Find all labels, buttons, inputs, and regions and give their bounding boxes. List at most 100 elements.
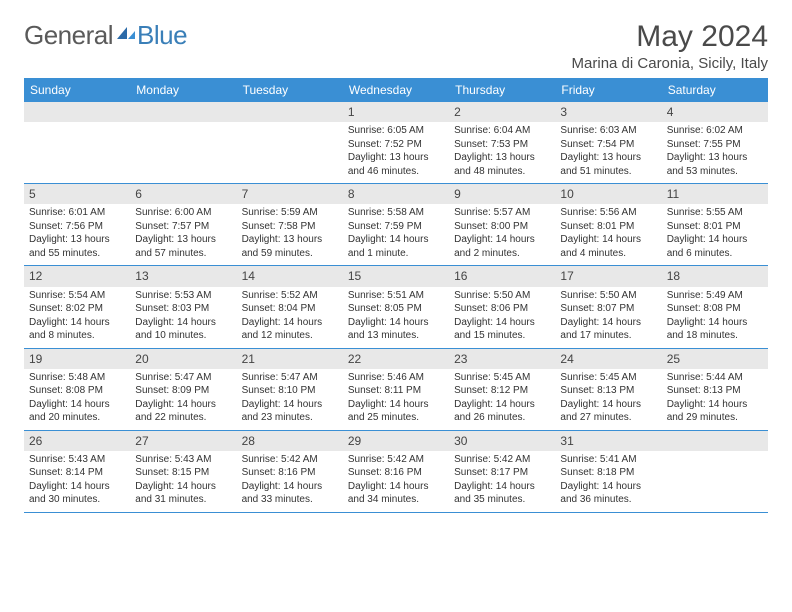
daylight-line-2: and 51 minutes.	[560, 165, 656, 179]
sunrise-line: Sunrise: 5:42 AM	[348, 453, 444, 467]
week-row: 12Sunrise: 5:54 AMSunset: 8:02 PMDayligh…	[24, 266, 768, 348]
daylight-line-1: Daylight: 14 hours	[242, 398, 338, 412]
day-number: 21	[237, 349, 343, 369]
sunset-line: Sunset: 8:08 PM	[667, 302, 763, 316]
sunrise-line: Sunrise: 6:05 AM	[348, 124, 444, 138]
day-number: 23	[449, 349, 555, 369]
daylight-line-2: and 6 minutes.	[667, 247, 763, 261]
day-info: Sunrise: 5:42 AMSunset: 8:16 PMDaylight:…	[242, 453, 338, 507]
daylight-line-1: Daylight: 14 hours	[560, 316, 656, 330]
day-cell: 15 Sunrise: 5:51 AMSunset: 8:05 PMDayligh…	[343, 266, 449, 347]
weekday-header: Friday	[555, 78, 661, 102]
daylight-line-1: Daylight: 13 hours	[135, 233, 231, 247]
day-number: 5	[24, 184, 130, 204]
day-number: 20	[130, 349, 236, 369]
day-number: 30	[449, 431, 555, 451]
day-info: Sunrise: 5:43 AMSunset: 8:15 PMDaylight:…	[135, 453, 231, 507]
location: Marina di Caronia, Sicily, Italy	[572, 55, 768, 72]
daylight-line-2: and 15 minutes.	[454, 329, 550, 343]
daylight-line-2: and 26 minutes.	[454, 411, 550, 425]
day-info: Sunrise: 5:48 AMSunset: 8:08 PMDaylight:…	[29, 371, 125, 425]
daylight-line-1: Daylight: 14 hours	[560, 480, 656, 494]
daylight-line-2: and 59 minutes.	[242, 247, 338, 261]
daylight-line-1: Daylight: 14 hours	[242, 316, 338, 330]
daylight-line-2: and 35 minutes.	[454, 493, 550, 507]
daylight-line-1: Daylight: 13 hours	[560, 151, 656, 165]
header: General Blue May 2024 Marina di Caronia,…	[24, 20, 768, 72]
day-cell: 18Sunrise: 5:49 AMSunset: 8:08 PMDayligh…	[662, 266, 768, 347]
daylight-line-1: Daylight: 14 hours	[667, 316, 763, 330]
day-number: 31	[555, 431, 661, 451]
daylight-line-2: and 10 minutes.	[135, 329, 231, 343]
day-number: 15	[343, 266, 449, 286]
day-cell: 5Sunrise: 6:01 AMSunset: 7:56 PMDaylight…	[24, 184, 130, 265]
sunrise-line: Sunrise: 5:46 AM	[348, 371, 444, 385]
daylight-line-2: and 29 minutes.	[667, 411, 763, 425]
calendar: SundayMondayTuesdayWednesdayThursdayFrid…	[24, 78, 768, 513]
sunrise-line: Sunrise: 5:54 AM	[29, 289, 125, 303]
daylight-line-2: and 13 minutes.	[348, 329, 444, 343]
sunrise-line: Sunrise: 6:00 AM	[135, 206, 231, 220]
logo-text-part2: Blue	[137, 20, 187, 51]
sunset-line: Sunset: 8:05 PM	[348, 302, 444, 316]
sunrise-line: Sunrise: 5:51 AM	[348, 289, 444, 303]
sunrise-line: Sunrise: 5:41 AM	[560, 453, 656, 467]
day-number: 11	[662, 184, 768, 204]
day-info: Sunrise: 5:42 AMSunset: 8:16 PMDaylight:…	[348, 453, 444, 507]
day-info: Sunrise: 5:52 AMSunset: 8:04 PMDaylight:…	[242, 289, 338, 343]
sunrise-line: Sunrise: 5:50 AM	[454, 289, 550, 303]
daylight-line-1: Daylight: 14 hours	[348, 480, 444, 494]
daylight-line-2: and 1 minute.	[348, 247, 444, 261]
daylight-line-2: and 20 minutes.	[29, 411, 125, 425]
day-cell: 27Sunrise: 5:43 AMSunset: 8:15 PMDayligh…	[130, 431, 236, 512]
day-info: Sunrise: 5:54 AMSunset: 8:02 PMDaylight:…	[29, 289, 125, 343]
day-cell	[237, 102, 343, 183]
sunset-line: Sunset: 8:16 PM	[348, 466, 444, 480]
daylight-line-1: Daylight: 13 hours	[348, 151, 444, 165]
daylight-line-2: and 34 minutes.	[348, 493, 444, 507]
day-number: 9	[449, 184, 555, 204]
sunrise-line: Sunrise: 5:47 AM	[135, 371, 231, 385]
daylight-line-1: Daylight: 14 hours	[348, 233, 444, 247]
sunset-line: Sunset: 7:55 PM	[667, 138, 763, 152]
sunset-line: Sunset: 8:01 PM	[560, 220, 656, 234]
daylight-line-2: and 25 minutes.	[348, 411, 444, 425]
sunset-line: Sunset: 8:06 PM	[454, 302, 550, 316]
daylight-line-2: and 22 minutes.	[135, 411, 231, 425]
daylight-line-2: and 8 minutes.	[29, 329, 125, 343]
day-cell: 7Sunrise: 5:59 AMSunset: 7:58 PMDaylight…	[237, 184, 343, 265]
daylight-line-2: and 2 minutes.	[454, 247, 550, 261]
daylight-line-2: and 36 minutes.	[560, 493, 656, 507]
day-cell: 2Sunrise: 6:04 AMSunset: 7:53 PMDaylight…	[449, 102, 555, 183]
day-number: 6	[130, 184, 236, 204]
logo-text-part1: General	[24, 20, 113, 51]
sunrise-line: Sunrise: 5:43 AM	[135, 453, 231, 467]
day-info: Sunrise: 5:53 AMSunset: 8:03 PMDaylight:…	[135, 289, 231, 343]
sunset-line: Sunset: 8:11 PM	[348, 384, 444, 398]
daylight-line-2: and 46 minutes.	[348, 165, 444, 179]
sunrise-line: Sunrise: 5:44 AM	[667, 371, 763, 385]
day-info: Sunrise: 5:44 AMSunset: 8:13 PMDaylight:…	[667, 371, 763, 425]
sunset-line: Sunset: 7:53 PM	[454, 138, 550, 152]
sunset-line: Sunset: 7:57 PM	[135, 220, 231, 234]
day-cell: 12Sunrise: 5:54 AMSunset: 8:02 PMDayligh…	[24, 266, 130, 347]
day-cell: 4Sunrise: 6:02 AMSunset: 7:55 PMDaylight…	[662, 102, 768, 183]
sunrise-line: Sunrise: 5:57 AM	[454, 206, 550, 220]
sunrise-line: Sunrise: 5:48 AM	[29, 371, 125, 385]
sunrise-line: Sunrise: 5:56 AM	[560, 206, 656, 220]
sunset-line: Sunset: 7:59 PM	[348, 220, 444, 234]
day-number: 17	[555, 266, 661, 286]
day-info: Sunrise: 5:56 AMSunset: 8:01 PMDaylight:…	[560, 206, 656, 260]
sunrise-line: Sunrise: 6:03 AM	[560, 124, 656, 138]
sunset-line: Sunset: 8:01 PM	[667, 220, 763, 234]
day-cell: 9Sunrise: 5:57 AMSunset: 8:00 PMDaylight…	[449, 184, 555, 265]
day-cell: 3Sunrise: 6:03 AMSunset: 7:54 PMDaylight…	[555, 102, 661, 183]
daylight-line-2: and 17 minutes.	[560, 329, 656, 343]
day-number: 13	[130, 266, 236, 286]
daylight-line-2: and 4 minutes.	[560, 247, 656, 261]
day-cell: 22Sunrise: 5:46 AMSunset: 8:11 PMDayligh…	[343, 349, 449, 430]
daylight-line-1: Daylight: 13 hours	[29, 233, 125, 247]
daylight-line-2: and 57 minutes.	[135, 247, 231, 261]
day-info: Sunrise: 5:51 AMSunset: 8:05 PMDaylight:…	[348, 289, 444, 343]
day-cell: 10Sunrise: 5:56 AMSunset: 8:01 PMDayligh…	[555, 184, 661, 265]
